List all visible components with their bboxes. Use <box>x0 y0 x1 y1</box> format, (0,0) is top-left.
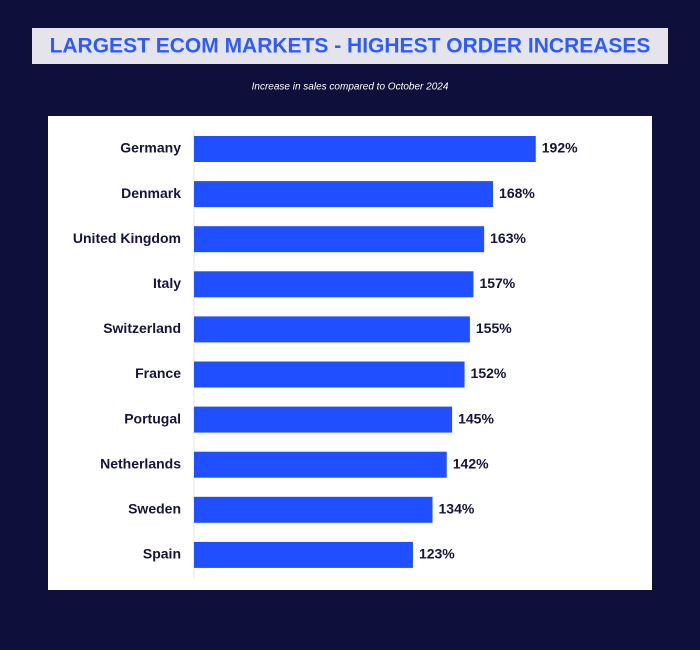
category-label: United Kingdom <box>73 230 181 246</box>
bar <box>194 271 474 298</box>
value-label: 163% <box>490 230 526 246</box>
bar <box>194 496 433 523</box>
title-box <box>32 28 668 64</box>
bar <box>194 541 413 568</box>
value-label: 142% <box>453 455 489 471</box>
category-label: Germany <box>120 140 181 156</box>
value-label: 123% <box>419 546 455 562</box>
chart-title: LARGEST ECOM MARKETS - HIGHEST ORDER INC… <box>50 35 651 58</box>
bar <box>194 451 447 478</box>
category-label: Sweden <box>128 501 181 517</box>
value-label: 152% <box>471 365 507 381</box>
bar <box>194 136 536 162</box>
category-label: Denmark <box>121 185 181 201</box>
bar <box>194 181 494 208</box>
value-label: 157% <box>479 275 515 291</box>
category-label: Spain <box>143 546 181 562</box>
bar <box>194 226 485 253</box>
category-label: Italy <box>153 275 181 291</box>
value-label: 155% <box>476 320 512 336</box>
category-label: Netherlands <box>100 455 181 471</box>
category-label: France <box>135 365 181 381</box>
category-label: Switzerland <box>103 320 181 336</box>
bar <box>194 316 470 343</box>
value-label: 192% <box>542 140 578 156</box>
value-label: 168% <box>499 185 535 201</box>
value-label: 134% <box>439 501 475 517</box>
value-label: 145% <box>458 410 494 426</box>
category-label: Portugal <box>124 410 181 426</box>
bar <box>194 406 453 433</box>
bar <box>194 361 465 388</box>
chart-subtitle: Increase in sales compared to October 20… <box>252 82 449 93</box>
